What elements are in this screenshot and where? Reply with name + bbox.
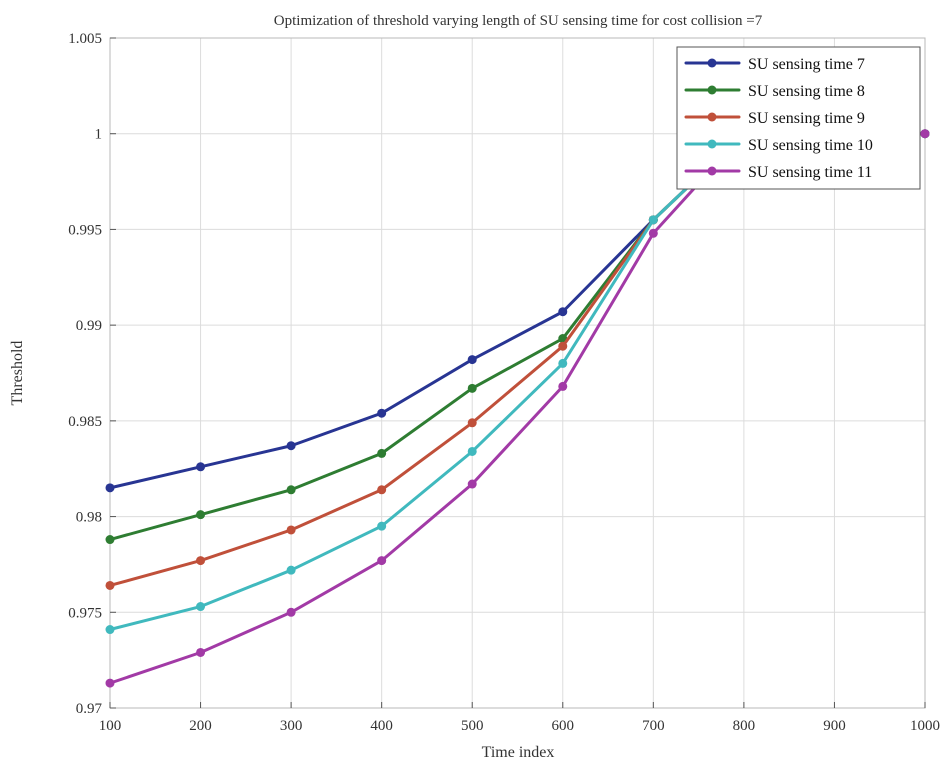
legend: SU sensing time 7 SU sensing time 8 SU sen… xyxy=(676,46,921,190)
data-point xyxy=(920,129,930,139)
data-point xyxy=(196,556,206,566)
data-point xyxy=(286,565,296,575)
data-point xyxy=(286,441,296,451)
data-point xyxy=(105,483,115,493)
data-point xyxy=(105,625,115,635)
data-point xyxy=(467,479,477,489)
x-tick-label: 100 xyxy=(99,718,122,734)
data-point xyxy=(105,678,115,688)
data-point xyxy=(286,525,296,535)
x-tick-label: 700 xyxy=(642,718,665,734)
data-point xyxy=(377,521,387,531)
data-point xyxy=(377,556,387,566)
y-tick-label: 0.97 xyxy=(76,701,103,717)
chart-title: Optimization of threshold varying length… xyxy=(274,13,763,29)
legend-marker xyxy=(707,112,717,122)
y-axis-label: Threshold xyxy=(9,341,26,406)
x-tick-label: 200 xyxy=(189,718,212,734)
legend-marker xyxy=(707,166,717,176)
data-point xyxy=(286,607,296,617)
y-tick-label: 0.985 xyxy=(68,414,102,430)
x-tick-label: 600 xyxy=(552,718,575,734)
data-point xyxy=(558,307,568,317)
x-tick-label: 400 xyxy=(370,718,393,734)
y-tick-label: 1.005 xyxy=(68,31,102,47)
x-axis-label: Time index xyxy=(482,744,555,761)
legend-label: SU sensing time 10 xyxy=(748,137,873,154)
y-tick-label: 0.98 xyxy=(76,510,102,526)
data-point xyxy=(377,408,387,418)
data-point xyxy=(467,355,477,365)
x-tick-label: 1000 xyxy=(910,718,940,734)
series-line xyxy=(108,132,927,587)
x-tick-label: 900 xyxy=(823,718,846,734)
data-point xyxy=(286,485,296,495)
data-point xyxy=(558,358,568,368)
data-point xyxy=(558,381,568,391)
y-tick-label: 0.99 xyxy=(76,318,102,334)
y-tick-label: 1 xyxy=(95,127,103,143)
legend-label: SU sensing time 7 xyxy=(748,56,865,73)
x-tick-label: 500 xyxy=(461,718,484,734)
data-point xyxy=(377,485,387,495)
data-point xyxy=(196,510,206,520)
data-point xyxy=(105,535,115,545)
y-tick-label: 0.995 xyxy=(68,222,102,238)
data-point xyxy=(196,462,206,472)
legend-label: SU sensing time 11 xyxy=(748,164,872,181)
data-point xyxy=(467,418,477,428)
y-tick-label: 0.975 xyxy=(68,605,102,621)
data-point xyxy=(105,580,115,590)
x-tick-label: 800 xyxy=(733,718,756,734)
data-point xyxy=(648,228,658,238)
legend-label: SU sensing time 8 xyxy=(748,83,865,100)
data-point xyxy=(196,602,206,612)
legend-marker xyxy=(707,85,717,95)
x-tick-label: 300 xyxy=(280,718,303,734)
tick-layer: 100 200 300 400 500 600 700 800 900 1000 0.97 0.975… xyxy=(68,31,940,734)
legend-marker xyxy=(707,139,717,149)
data-point xyxy=(558,341,568,351)
data-point xyxy=(648,215,658,225)
series-layer xyxy=(105,129,930,688)
data-point xyxy=(196,647,206,657)
plot-frame xyxy=(109,37,926,709)
data-point xyxy=(467,446,477,456)
data-point xyxy=(377,448,387,458)
series-line xyxy=(108,132,927,632)
legend-marker xyxy=(707,58,717,68)
legend-label: SU sensing time 9 xyxy=(748,110,865,127)
data-point xyxy=(467,383,477,393)
